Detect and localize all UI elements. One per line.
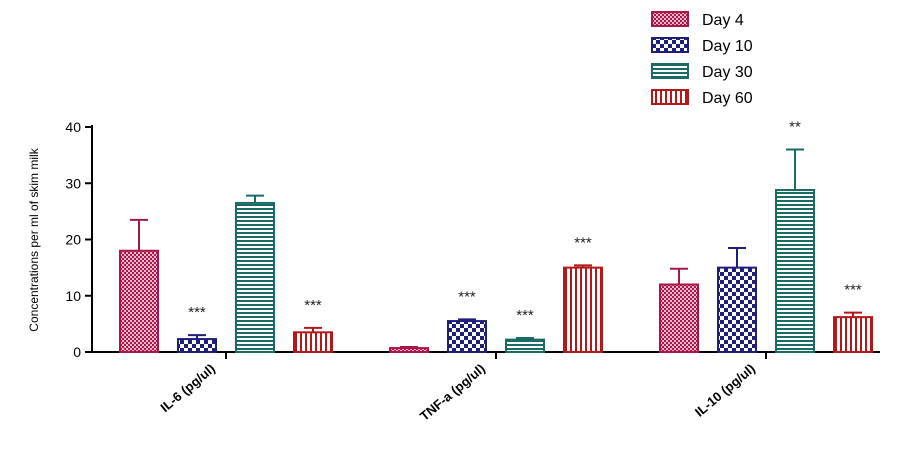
bar [389,347,429,353]
legend-label: Day 30 [702,64,753,81]
bar [293,331,333,353]
legend: Day 4 Day 10 Day 30 Day 60 [651,11,753,107]
bar [833,316,873,353]
significance-label: *** [458,288,476,305]
y-tick-label: 10 [65,288,81,304]
legend-swatch [651,37,689,53]
bar [505,338,545,353]
bars [119,148,873,353]
x-tick-label: IL-10 (pg/ul) [692,361,758,420]
y-tick-label: 40 [65,119,81,135]
bar [177,338,217,353]
bar [235,201,275,353]
x-tick-label: TNF-a (pg/ul) [417,361,488,424]
y-tick-label: 0 [73,344,81,360]
bar [119,249,159,353]
bar [775,189,815,353]
legend-swatch [651,89,689,105]
y-tick-label: 20 [65,232,81,248]
bar [447,320,487,353]
legend-label: Day 10 [702,38,753,55]
significance-label: *** [188,304,206,321]
significance-label: *** [844,282,862,299]
y-axis-label: Concentrations per ml of skim milk [27,147,41,331]
legend-label: Day 60 [702,90,753,107]
x-tick-label: IL-6 (pg/ul) [157,361,218,415]
significance-label: *** [574,234,592,251]
legend-swatch [651,63,689,79]
bar [563,266,603,353]
significance-label: *** [516,307,534,324]
y-tick-label: 30 [65,175,81,191]
annotations: *** *** ************** [188,119,862,324]
legend-swatch [651,11,689,27]
legend-label: Day 4 [702,12,744,29]
bar [717,266,757,353]
significance-label: ** [789,119,801,136]
bar [659,283,699,353]
significance-label: *** [304,297,322,314]
